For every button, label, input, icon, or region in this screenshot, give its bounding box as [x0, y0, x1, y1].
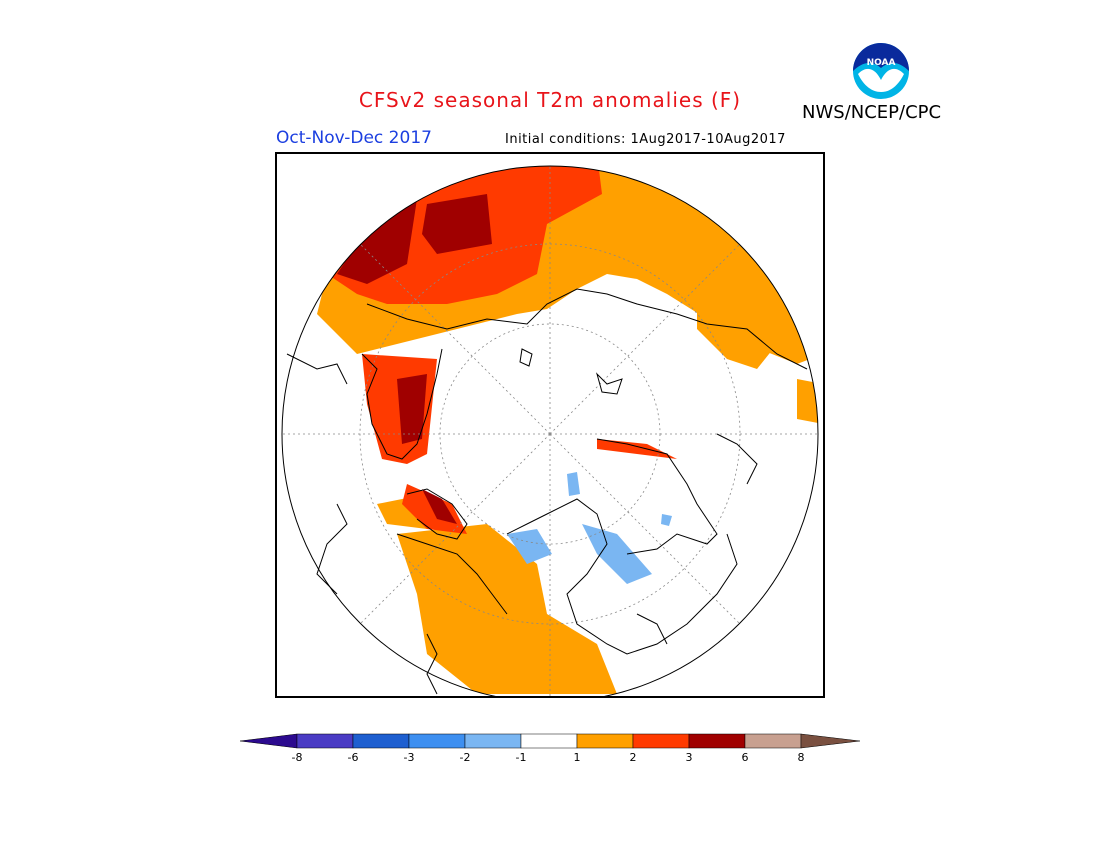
- map-title: CFSv2 seasonal T2m anomalies (F): [358, 88, 742, 112]
- noaa-logo-icon: NOAA: [851, 41, 911, 101]
- colorbar-left-arrow: [239, 733, 298, 749]
- season-label: Oct-Nov-Dec 2017: [276, 128, 432, 148]
- colorbar-box: [352, 733, 410, 749]
- colorbar-box: [464, 733, 522, 749]
- colorbar-tick-label: 2: [630, 751, 637, 764]
- northern-hemisphere-anomaly-map-icon: [281, 165, 819, 696]
- colorbar-box: [296, 733, 354, 749]
- colorbar-tick-label: -1: [516, 751, 527, 764]
- colorbar-tick-label: -6: [348, 751, 359, 764]
- colorbar-box: [688, 733, 746, 749]
- colorbar-box: [408, 733, 466, 749]
- noaa-logo-text: NOAA: [867, 58, 896, 68]
- colorbar-tick-label: 1: [574, 751, 581, 764]
- colorbar-tick-label: -8: [292, 751, 303, 764]
- colorbar-tick-label: 3: [686, 751, 693, 764]
- colorbar-tick-label: 8: [798, 751, 805, 764]
- colorbar-box: [744, 733, 802, 749]
- colorbar-box: [576, 733, 634, 749]
- initial-conditions-label: Initial conditions: 1Aug2017-10Aug2017: [505, 132, 786, 147]
- colorbar-right-arrow: [800, 733, 861, 749]
- colorbar-tick-label: -3: [404, 751, 415, 764]
- colorbar-tick-label: -2: [460, 751, 471, 764]
- colorbar-box: [632, 733, 690, 749]
- colorbar-tick-label: 6: [742, 751, 749, 764]
- colorbar: -8 -6 -3 -2 -1 1 2 3 6 8: [239, 733, 861, 764]
- agency-label: NWS/NCEP/CPC: [802, 102, 942, 123]
- anomaly-map: [275, 152, 825, 698]
- colorbar-box: [520, 733, 578, 749]
